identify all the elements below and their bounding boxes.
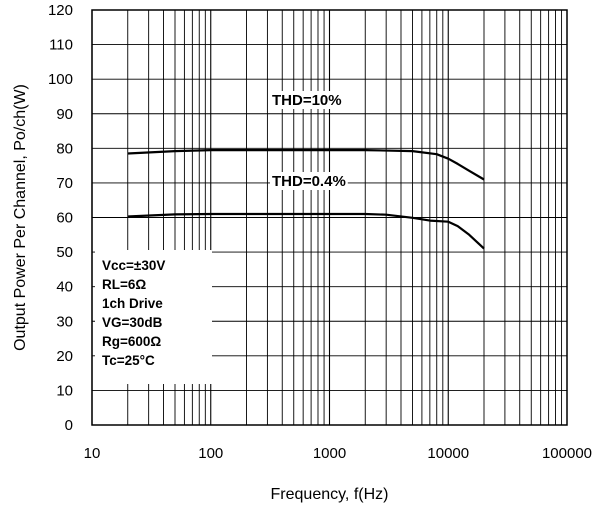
y-tick-label: 50 [56, 244, 73, 261]
series-line [127, 212, 485, 250]
plot-frame [91, 9, 568, 426]
conditions-box: Vcc=±30V RL=6Ω 1ch Drive VG=30dB Rg=600Ω Tc=2… [95, 250, 212, 384]
series-labels: THD=10% THD=0.4% [270, 91, 348, 190]
condition-text: RL=6Ω [102, 277, 146, 292]
conditions-background [95, 250, 212, 384]
y-tick-label: 70 [56, 175, 73, 192]
y-tick-label: 110 [49, 37, 73, 54]
y-tick-label: 100 [48, 71, 73, 88]
y-tick-labels: 0 10 20 30 40 50 60 70 80 90 100 110 120 [48, 2, 73, 434]
condition-text: VG=30dB [102, 315, 163, 330]
series-label-background [270, 172, 348, 190]
x-tick-label: 10000 [427, 445, 469, 462]
condition-text: Tc=25°C [102, 353, 155, 368]
series-label-background [270, 91, 344, 109]
condition-text: 1ch Drive [102, 296, 163, 311]
x-axis-label: Frequency, f(Hz) [271, 486, 389, 503]
series-lines [127, 149, 485, 250]
y-tick-label: 0 [65, 417, 73, 434]
series-label: THD=0.4% [272, 173, 346, 190]
condition-text: Rg=600Ω [102, 334, 161, 349]
x-tick-label: 1000 [313, 445, 346, 462]
y-tick-label: 120 [48, 2, 73, 19]
y-tick-label: 40 [56, 279, 73, 296]
y-tick-label: 60 [56, 210, 73, 227]
y-tick-label: 90 [56, 106, 73, 123]
x-tick-label: 100 [198, 445, 223, 462]
x-tick-label: 10 [84, 445, 101, 462]
series-line [127, 149, 485, 181]
x-tick-label: 100000 [542, 445, 592, 462]
y-tick-label: 20 [56, 348, 73, 365]
y-tick-label: 80 [56, 140, 73, 157]
y-tick-label: 30 [56, 313, 73, 330]
condition-text: Vcc=±30V [102, 258, 165, 273]
y-tick-label: 10 [56, 382, 73, 399]
y-axis-label: Output Power Per Channel, Po/ch(W) [12, 84, 29, 351]
series-label: THD=10% [272, 92, 342, 109]
x-tick-labels: 10 100 1000 10000 100000 [84, 445, 592, 462]
